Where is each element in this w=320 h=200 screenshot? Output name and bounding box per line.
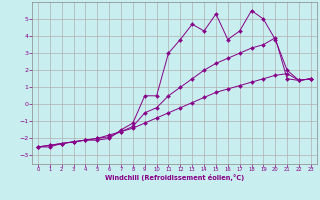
X-axis label: Windchill (Refroidissement éolien,°C): Windchill (Refroidissement éolien,°C) xyxy=(105,174,244,181)
